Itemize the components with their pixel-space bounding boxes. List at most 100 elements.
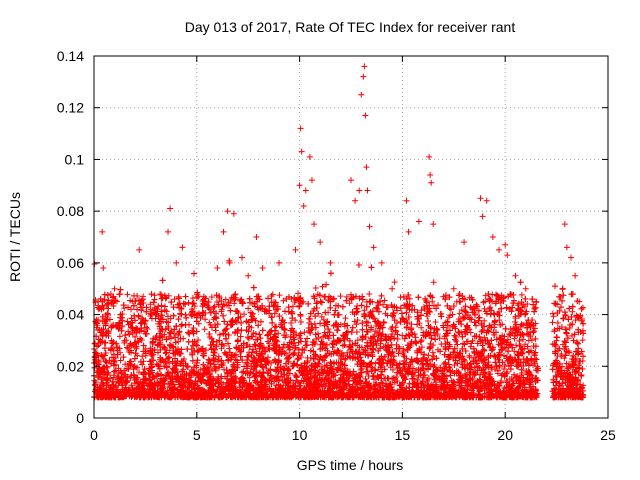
band-point xyxy=(111,358,118,365)
band-point xyxy=(211,321,218,328)
band-point xyxy=(342,315,349,322)
band-point xyxy=(394,307,401,314)
band-point xyxy=(337,293,344,300)
band-point xyxy=(320,316,327,323)
band-point xyxy=(295,290,302,297)
band-point xyxy=(430,279,437,286)
band-point xyxy=(289,303,296,310)
band-point xyxy=(201,326,208,333)
band-point xyxy=(579,315,586,322)
band-point xyxy=(208,294,215,301)
band-point xyxy=(432,318,439,325)
band-point xyxy=(531,325,538,332)
band-point xyxy=(318,313,325,320)
band-point xyxy=(569,308,576,315)
band-point xyxy=(393,362,400,369)
band-point xyxy=(238,369,245,376)
band-point xyxy=(487,304,494,311)
band-point xyxy=(574,351,581,358)
band-point xyxy=(519,336,526,343)
band-point xyxy=(551,326,558,333)
band-point xyxy=(346,300,353,307)
band-point xyxy=(579,304,586,311)
band-point xyxy=(549,310,556,317)
band-point xyxy=(300,298,307,305)
band-point xyxy=(227,298,234,305)
band-point xyxy=(515,300,522,307)
band-point xyxy=(391,279,398,286)
band-point xyxy=(276,292,283,299)
band-point xyxy=(530,328,537,335)
band-point xyxy=(157,291,164,298)
band-point xyxy=(558,324,565,331)
band-point xyxy=(171,296,178,303)
band-point xyxy=(208,345,215,352)
band-point xyxy=(124,291,131,298)
band-point xyxy=(235,326,242,333)
band-point xyxy=(178,305,185,312)
band-point xyxy=(457,298,464,305)
band-point xyxy=(220,381,227,388)
band-point xyxy=(246,374,253,381)
band-point xyxy=(240,363,247,370)
band-point xyxy=(353,328,360,335)
band-point xyxy=(139,353,146,360)
band-point xyxy=(380,301,387,308)
band-point xyxy=(464,338,471,345)
band-point xyxy=(164,313,171,320)
band-point xyxy=(202,347,209,354)
band-point xyxy=(280,382,287,389)
band-point xyxy=(301,329,308,336)
band-point xyxy=(264,354,271,361)
band-point xyxy=(550,313,557,320)
band-point xyxy=(511,348,518,355)
band-point xyxy=(561,355,568,362)
band-point xyxy=(393,320,400,327)
band-point xyxy=(466,352,473,359)
band-point xyxy=(518,291,525,298)
band-point xyxy=(366,291,373,298)
band-point xyxy=(456,310,463,317)
band-point xyxy=(308,321,315,328)
band-point xyxy=(125,328,132,335)
band-point xyxy=(147,301,154,308)
band-point xyxy=(140,358,147,365)
band-point xyxy=(394,335,401,342)
band-point xyxy=(429,349,436,356)
band-point xyxy=(372,328,379,335)
band-point xyxy=(202,316,209,323)
band-point xyxy=(554,319,561,326)
band-point xyxy=(354,337,361,344)
band-point xyxy=(275,330,282,337)
band-point xyxy=(158,302,165,309)
band-point xyxy=(249,333,256,340)
band-point xyxy=(444,319,451,326)
band-point xyxy=(245,305,252,312)
band-point xyxy=(226,345,233,352)
band-point xyxy=(161,331,168,338)
band-point xyxy=(503,378,510,385)
band-point xyxy=(429,298,436,305)
band-point xyxy=(222,296,229,303)
band-point xyxy=(219,340,226,347)
band-point xyxy=(532,335,539,342)
band-point xyxy=(166,360,173,367)
band-point xyxy=(127,297,134,304)
band-point xyxy=(473,322,480,329)
band-point xyxy=(354,317,361,324)
band-point xyxy=(362,375,369,382)
band-point xyxy=(166,347,173,354)
band-point xyxy=(139,361,146,368)
band-point xyxy=(496,362,503,369)
band-point xyxy=(456,298,463,305)
band-point xyxy=(447,306,454,313)
band-point xyxy=(412,369,419,376)
band-point xyxy=(455,292,462,299)
band-point xyxy=(425,352,432,359)
band-point xyxy=(524,301,531,308)
band-point xyxy=(253,348,260,355)
band-point xyxy=(312,285,319,292)
band-point xyxy=(117,357,124,364)
band-point xyxy=(566,324,573,331)
